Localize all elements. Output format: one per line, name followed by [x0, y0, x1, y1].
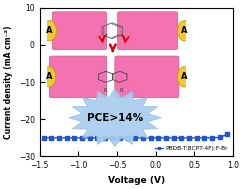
PBDB-T:BCPT-4F):F-Br	[96, 137, 99, 139]
PBDB-T:BCPT-4F):F-Br	[126, 137, 129, 139]
PBDB-T:BCPT-4F):F-Br	[218, 136, 221, 139]
PBDB-T:BCPT-4F):F-Br	[134, 137, 137, 139]
PBDB-T:BCPT-4F):F-Br	[188, 137, 191, 139]
PBDB-T:BCPT-4F):F-Br	[57, 137, 60, 139]
PBDB-T:BCPT-4F):F-Br	[211, 137, 214, 139]
PBDB-T:BCPT-4F):F-Br	[157, 137, 160, 139]
PBDB-T:BCPT-4F):F-Br	[203, 137, 206, 139]
Line: PBDB-T:BCPT-4F):F-Br: PBDB-T:BCPT-4F):F-Br	[42, 133, 229, 139]
PBDB-T:BCPT-4F):F-Br	[73, 137, 76, 139]
PBDB-T:BCPT-4F):F-Br	[180, 137, 183, 139]
PBDB-T:BCPT-4F):F-Br	[165, 137, 168, 139]
PBDB-T:BCPT-4F):F-Br	[226, 133, 229, 135]
PBDB-T:BCPT-4F):F-Br	[119, 137, 122, 139]
PBDB-T:BCPT-4F):F-Br	[142, 137, 145, 139]
PBDB-T:BCPT-4F):F-Br	[104, 137, 106, 139]
X-axis label: Voltage (V): Voltage (V)	[108, 176, 165, 185]
Y-axis label: Current density (mA cm⁻²): Current density (mA cm⁻²)	[4, 25, 13, 139]
PBDB-T:BCPT-4F):F-Br	[195, 137, 198, 139]
PBDB-T:BCPT-4F):F-Br	[111, 137, 114, 139]
PBDB-T:BCPT-4F):F-Br	[149, 137, 152, 139]
PBDB-T:BCPT-4F):F-Br	[88, 137, 91, 139]
PBDB-T:BCPT-4F):F-Br	[172, 137, 175, 139]
Legend: PBDB-T:BCPT-4F):F-Br: PBDB-T:BCPT-4F):F-Br	[152, 144, 230, 153]
PBDB-T:BCPT-4F):F-Br	[65, 137, 68, 139]
PBDB-T:BCPT-4F):F-Br	[50, 137, 53, 139]
PBDB-T:BCPT-4F):F-Br	[80, 137, 83, 139]
PBDB-T:BCPT-4F):F-Br	[42, 137, 45, 139]
